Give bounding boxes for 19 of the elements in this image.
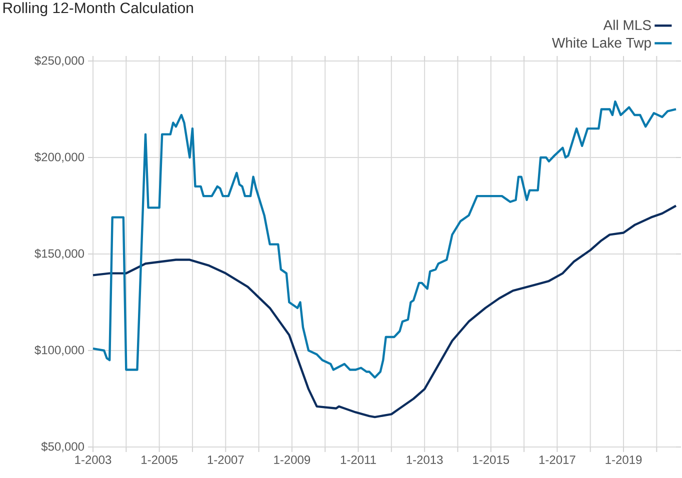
x-tick-label: 1-2007 [208, 456, 244, 464]
line-series [92, 100, 678, 379]
legend-label: All MLS [603, 20, 651, 30]
y-tick-label: $200,000 [34, 152, 84, 163]
x-tick-label: 1-2013 [406, 456, 443, 464]
x-tick-label: 1-2003 [75, 456, 112, 464]
x-tick-label: 1-2017 [539, 456, 576, 464]
x-tick-label: 1-2015 [473, 456, 510, 464]
x-tick-label: 1-2011 [340, 456, 376, 464]
y-tick-label: $250,000 [34, 56, 84, 66]
x-tick-label: 1-2019 [606, 456, 642, 464]
x-tick-label: 1-2005 [142, 456, 178, 464]
line-series [92, 204, 678, 418]
x-tick-label: 1-2009 [274, 456, 310, 464]
y-tick-label: $150,000 [34, 248, 84, 260]
y-tick-label: $50,000 [41, 442, 84, 452]
y-tick-label: $100,000 [34, 345, 84, 356]
legend-label: White Lake Twp [552, 37, 651, 50]
chart-title: Rolling 12-Month Calculation [3, 2, 193, 16]
